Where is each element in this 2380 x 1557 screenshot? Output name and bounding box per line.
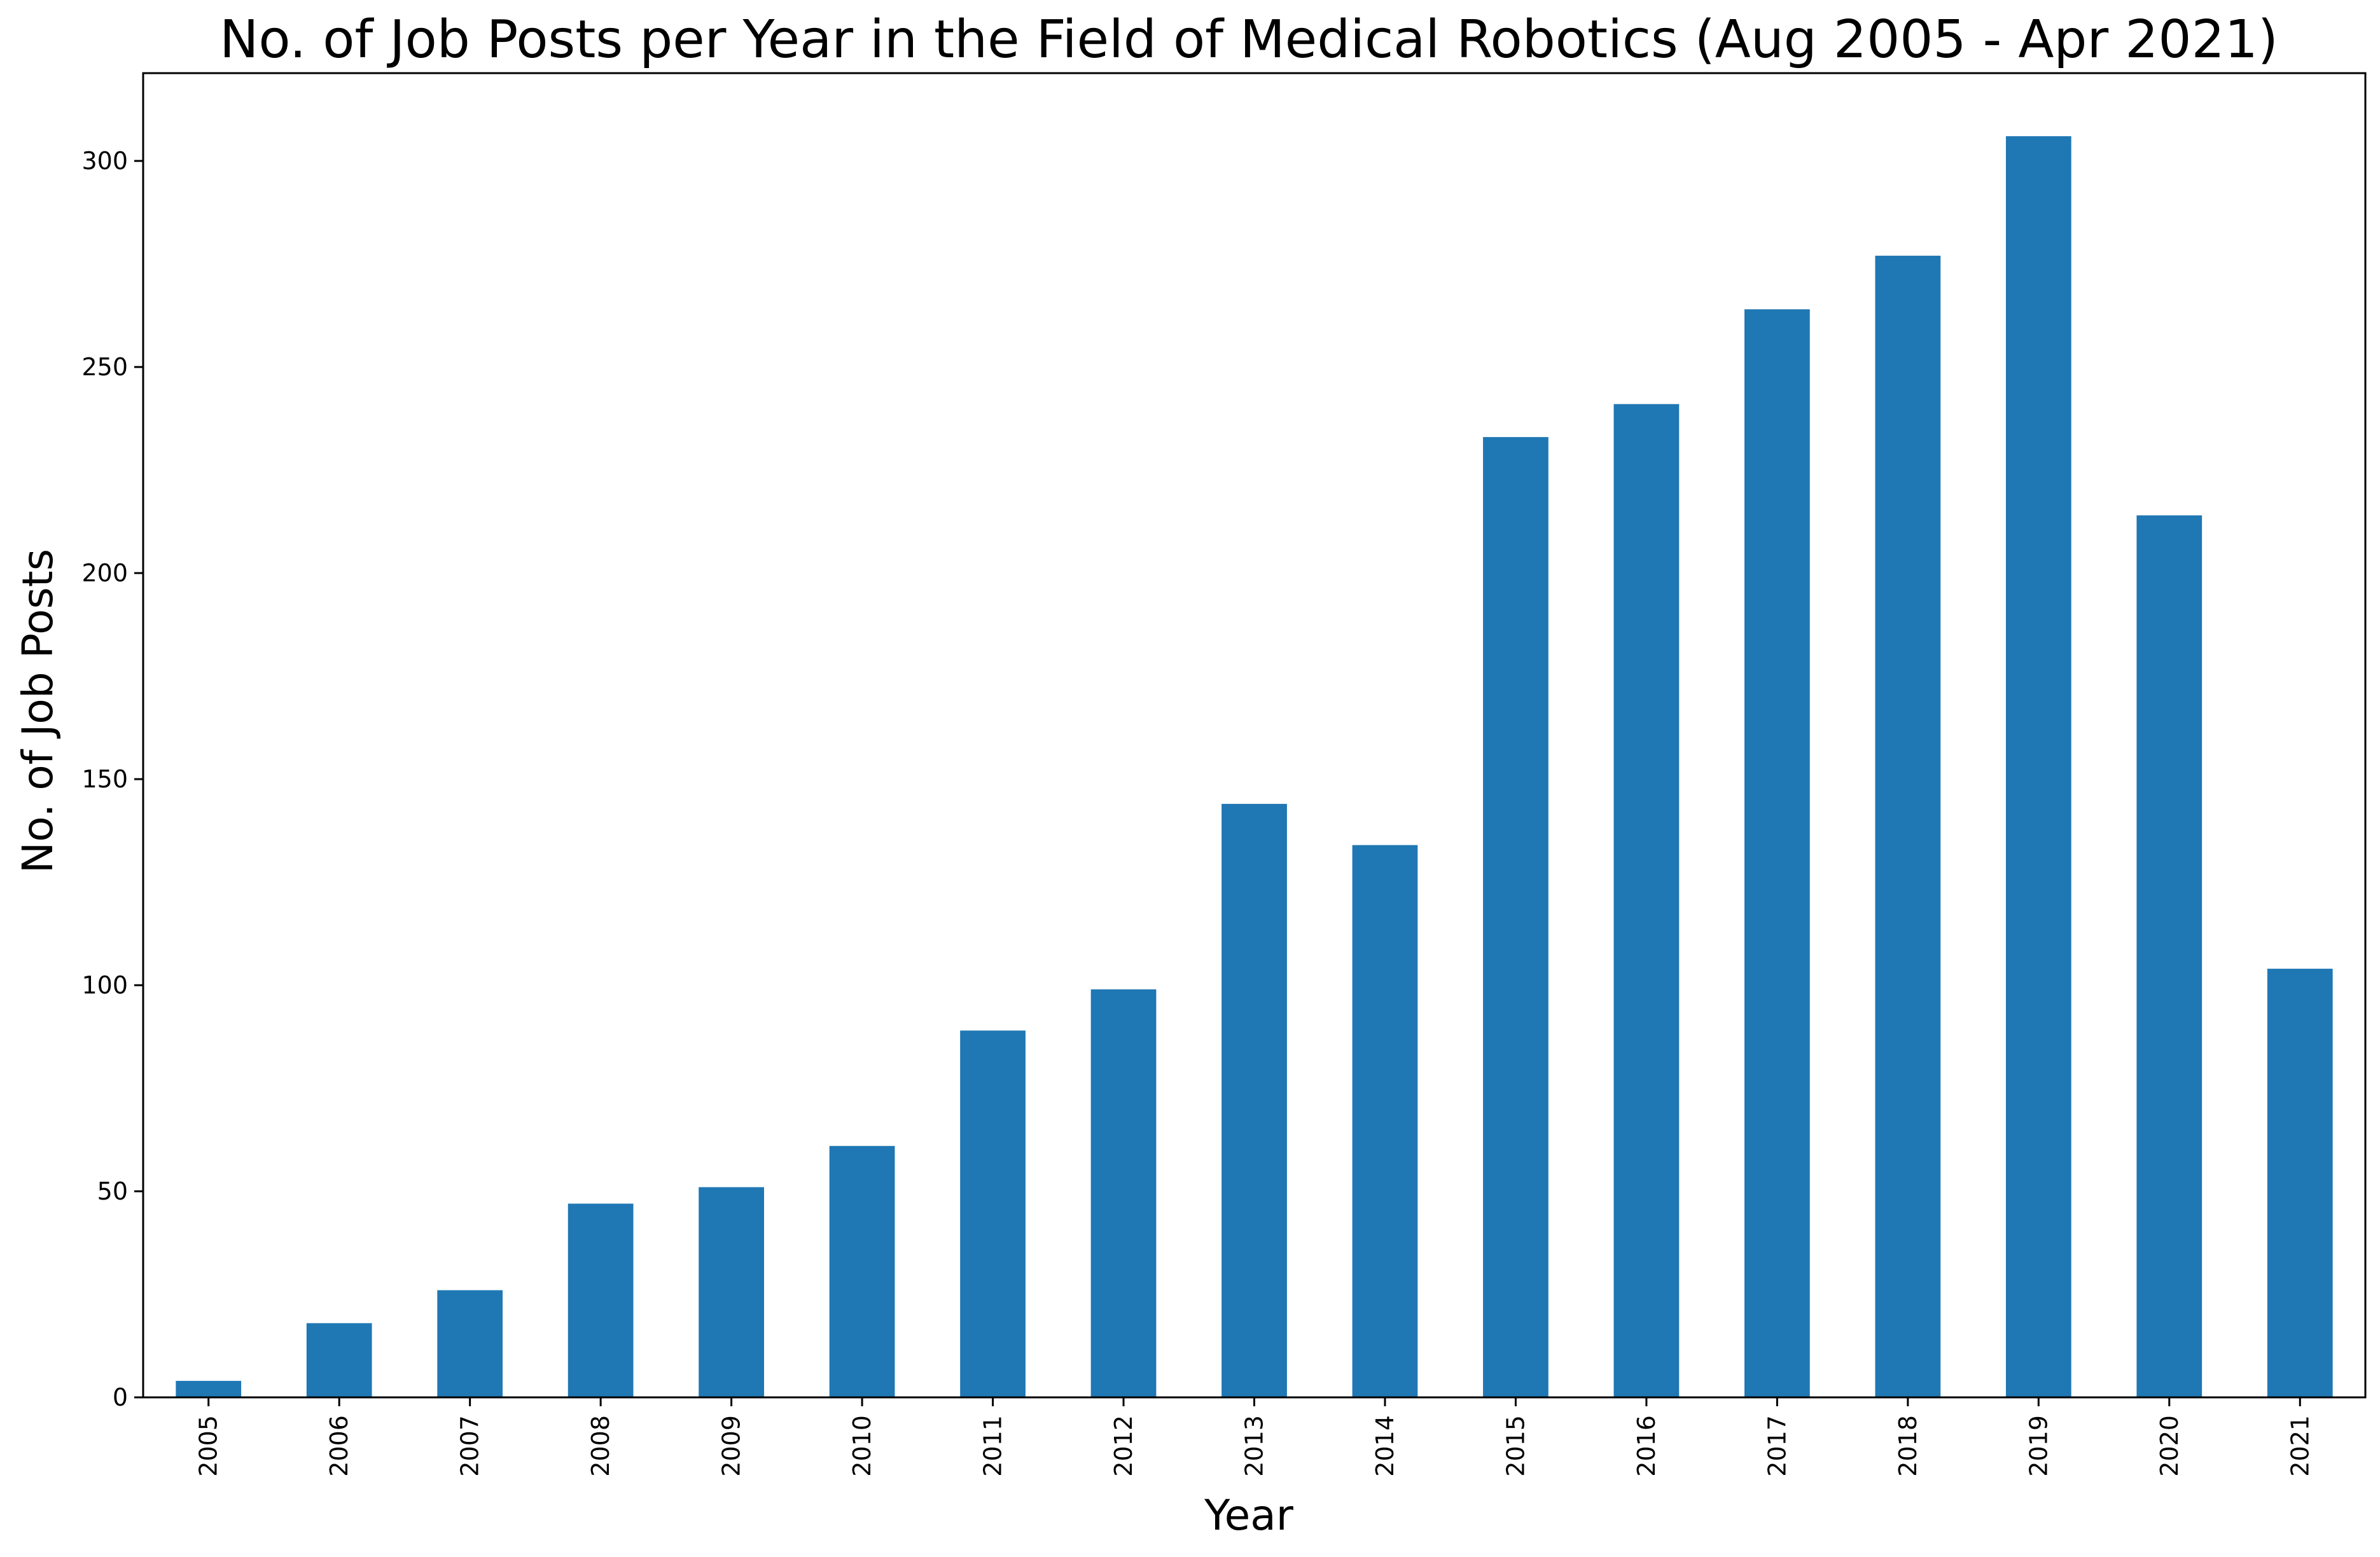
x-tick-label: 2008 xyxy=(587,1415,615,1477)
y-tick-label: 100 xyxy=(81,971,128,999)
x-tick-label: 2011 xyxy=(979,1415,1007,1477)
bar-2021 xyxy=(2267,969,2333,1397)
x-tick-label: 2007 xyxy=(456,1415,484,1477)
bars-group xyxy=(176,136,2333,1398)
bar-2017 xyxy=(1744,309,1810,1398)
x-tick-label: 2020 xyxy=(2155,1415,2183,1477)
bar-2007 xyxy=(437,1290,503,1397)
bar-2011 xyxy=(960,1030,1026,1397)
y-tick-label: 150 xyxy=(81,765,128,793)
plot-frame xyxy=(142,72,2367,1399)
x-tick-label: 2012 xyxy=(1110,1415,1138,1477)
x-tick-label: 2006 xyxy=(325,1415,353,1477)
bar-2013 xyxy=(1221,803,1287,1397)
bar-2016 xyxy=(1613,404,1680,1397)
x-tick-label: 2017 xyxy=(1763,1415,1791,1477)
x-axis-ticks: 2005 2006 2007 2008 2009 2010 2011 2012 2013 2014… xyxy=(195,1397,2314,1477)
y-tick-label: 200 xyxy=(81,559,128,587)
y-tick-label: 250 xyxy=(81,353,128,381)
x-tick-label: 2016 xyxy=(1632,1415,1660,1477)
bar-2008 xyxy=(567,1203,634,1397)
x-tick-label: 2009 xyxy=(718,1415,746,1477)
x-tick-label: 2014 xyxy=(1371,1415,1399,1477)
x-tick-label: 2021 xyxy=(2286,1415,2314,1477)
bar-2020 xyxy=(2136,515,2203,1398)
x-tick-label: 2018 xyxy=(1894,1415,1922,1477)
bar-2005 xyxy=(176,1381,242,1397)
x-tick-label: 2015 xyxy=(1501,1415,1529,1477)
y-tick-label: 0 xyxy=(113,1383,128,1411)
x-tick-label: 2005 xyxy=(195,1415,223,1477)
x-tick-label: 2019 xyxy=(2024,1415,2052,1477)
x-tick-label: 2013 xyxy=(1241,1415,1269,1477)
bar-2012 xyxy=(1090,989,1157,1397)
bar-2018 xyxy=(1875,256,1941,1398)
bar-2010 xyxy=(829,1145,895,1397)
bar-2014 xyxy=(1352,845,1418,1397)
y-axis-ticks: 0 50 100 150 200 250 300 xyxy=(81,147,143,1411)
y-tick-label: 50 xyxy=(97,1177,128,1205)
x-axis-label: Year xyxy=(1204,1491,1294,1540)
bar-2006 xyxy=(306,1323,372,1397)
chart-title: No. of Job Posts per Year in the Field o… xyxy=(219,10,2278,70)
bar-2009 xyxy=(699,1187,764,1397)
bar-2015 xyxy=(1483,437,1548,1397)
x-tick-label: 2010 xyxy=(848,1415,876,1477)
y-tick-label: 300 xyxy=(81,147,128,175)
y-axis-label: No. of Job Posts xyxy=(13,549,62,873)
bar-2019 xyxy=(2005,136,2071,1398)
